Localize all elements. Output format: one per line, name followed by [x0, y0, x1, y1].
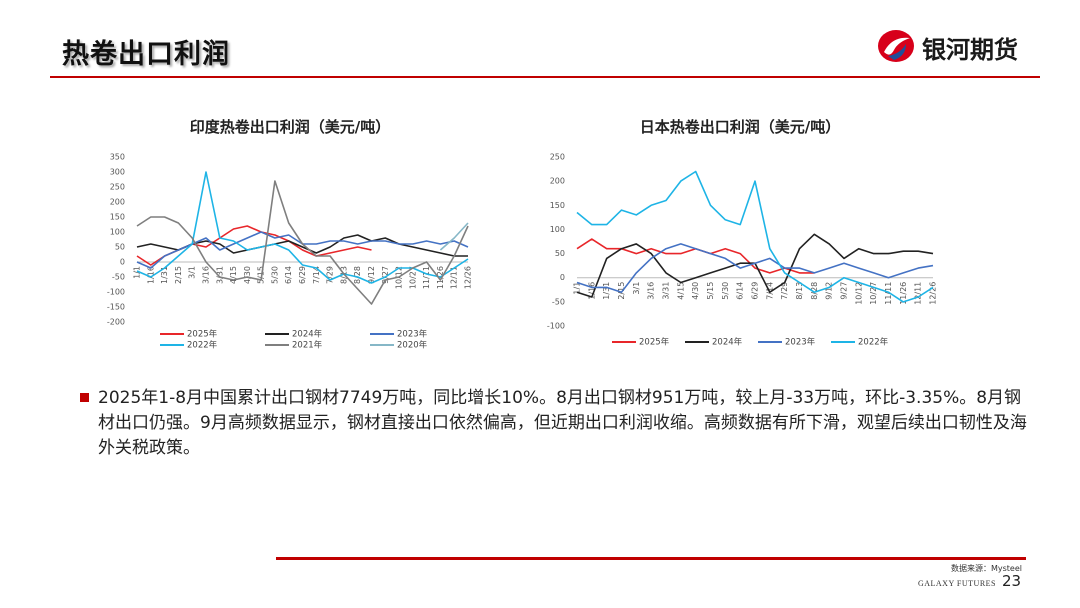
x-tick-label: 7/14: [312, 266, 321, 284]
x-tick-label: 1/16: [587, 282, 596, 300]
x-tick-label: 1/31: [602, 282, 611, 300]
slide-title: 热卷出口利润: [62, 39, 230, 70]
x-tick-label: 7/29: [326, 266, 335, 284]
x-tick-label: 4/15: [676, 282, 685, 300]
x-tick-label: 11/11: [422, 266, 431, 289]
legend-label: 2024年: [712, 337, 743, 348]
x-tick-label: 11/26: [899, 282, 908, 305]
y-tick-label: -50: [552, 297, 565, 306]
x-tick-label: 9/12: [825, 282, 834, 300]
x-tick-label: 3/31: [215, 266, 224, 284]
divider: [276, 557, 1026, 560]
x-tick-label: 5/30: [270, 266, 279, 284]
y-tick-label: 150: [550, 201, 565, 210]
x-tick-label: 6/29: [751, 282, 760, 300]
series-line: [136, 225, 372, 266]
logo-text: 银河期货: [922, 36, 1018, 64]
series-line: [136, 234, 468, 257]
x-tick-label: 7/29: [780, 282, 789, 300]
y-tick-label: -150: [107, 303, 125, 312]
y-tick-label: 50: [555, 249, 565, 258]
x-tick-label: 3/1: [632, 282, 641, 295]
series-line: [439, 222, 469, 251]
y-tick-label: 250: [110, 183, 125, 192]
x-tick-label: 3/31: [662, 282, 671, 300]
chart-title: 日本热卷出口利润（美元/吨）: [640, 118, 840, 136]
divider: [50, 76, 1040, 78]
x-tick-label: 6/14: [736, 282, 745, 300]
source: 数据来源：Mysteel: [950, 564, 1022, 573]
legend-label: 2024年: [292, 329, 323, 340]
x-tick-label: 12/26: [464, 266, 473, 289]
x-tick-label: 9/27: [840, 282, 849, 300]
x-tick-label: 4/30: [243, 266, 252, 284]
y-tick-label: -200: [107, 318, 125, 327]
x-tick-label: 1/16: [146, 266, 155, 284]
x-tick-label: 6/14: [284, 266, 293, 284]
x-tick-label: 6/29: [298, 266, 307, 284]
series-line: [576, 170, 934, 303]
x-tick-label: 5/15: [706, 282, 715, 300]
y-tick-label: 0: [560, 273, 565, 282]
body-text: 2025年1-8月中国累计出口钢材7749万吨，同比增长10%。8月出口钢材95…: [98, 388, 1027, 458]
bullet: [80, 393, 89, 402]
x-tick-label: 12/26: [929, 282, 938, 305]
x-tick-label: 4/15: [229, 266, 238, 284]
x-tick-label: 8/28: [353, 266, 362, 284]
x-tick-label: 1/1: [133, 266, 142, 279]
page-number: 23: [1002, 572, 1022, 590]
y-tick-label: 250: [550, 153, 565, 162]
chart: 印度热卷出口利润（美元/吨） -200 -150 -100 -50 0 50 100 150 20…: [107, 118, 473, 351]
x-tick-label: 5/30: [721, 282, 730, 300]
x-tick-label: 1/31: [160, 266, 169, 284]
legend-label: 2020年: [397, 340, 428, 351]
y-tick-label: 0: [120, 258, 125, 267]
y-tick-label: 150: [110, 213, 125, 222]
series-line: [576, 238, 815, 274]
x-tick-label: 9/27: [381, 266, 390, 284]
chart-title: 印度热卷出口利润（美元/吨）: [190, 118, 390, 136]
legend-label: 2023年: [397, 329, 428, 340]
y-tick-label: 200: [550, 177, 565, 186]
y-tick-label: 50: [115, 243, 125, 252]
y-tick-label: -100: [547, 322, 565, 331]
series-line: [576, 243, 934, 293]
series-line: [136, 180, 469, 305]
x-tick-label: 10/27: [869, 282, 878, 305]
x-tick-label: 2/15: [174, 266, 183, 284]
x-tick-label: 4/30: [691, 282, 700, 300]
y-tick-label: 300: [110, 168, 125, 177]
x-tick-label: 8/13: [795, 282, 804, 300]
y-tick-label: -50: [112, 273, 125, 282]
x-tick-label: 2/15: [617, 282, 626, 300]
x-tick-label: 10/27: [408, 266, 417, 289]
chart: 日本热卷出口利润（美元/吨） -100 -50 0 50 100 150 200 250 1/1 1…: [547, 118, 938, 348]
y-tick-label: -100: [107, 288, 125, 297]
legend-label: 2021年: [292, 340, 323, 351]
legend-label: 2025年: [187, 329, 218, 340]
x-tick-label: 9/12: [367, 266, 376, 284]
logo-icon: [878, 30, 914, 62]
y-tick-label: 350: [110, 153, 125, 162]
legend-label: 2025年: [639, 337, 670, 348]
x-tick-label: 8/28: [810, 282, 819, 300]
y-tick-label: 100: [110, 228, 125, 237]
y-tick-label: 200: [110, 198, 125, 207]
brand: GALAXY FUTURES: [917, 579, 996, 588]
legend-label: 2022年: [858, 337, 889, 348]
x-tick-label: 3/1: [188, 266, 197, 279]
x-tick-label: 12/11: [914, 282, 923, 305]
x-tick-label: 3/16: [201, 266, 210, 284]
legend-label: 2023年: [785, 337, 816, 348]
legend-label: 2022年: [187, 340, 218, 351]
x-tick-label: 10/12: [854, 282, 863, 305]
x-tick-label: 1/1: [573, 282, 582, 295]
x-tick-label: 3/16: [647, 282, 656, 300]
x-tick-label: 12/11: [450, 266, 459, 289]
y-tick-label: 100: [550, 225, 565, 234]
x-tick-label: 11/11: [884, 282, 893, 305]
